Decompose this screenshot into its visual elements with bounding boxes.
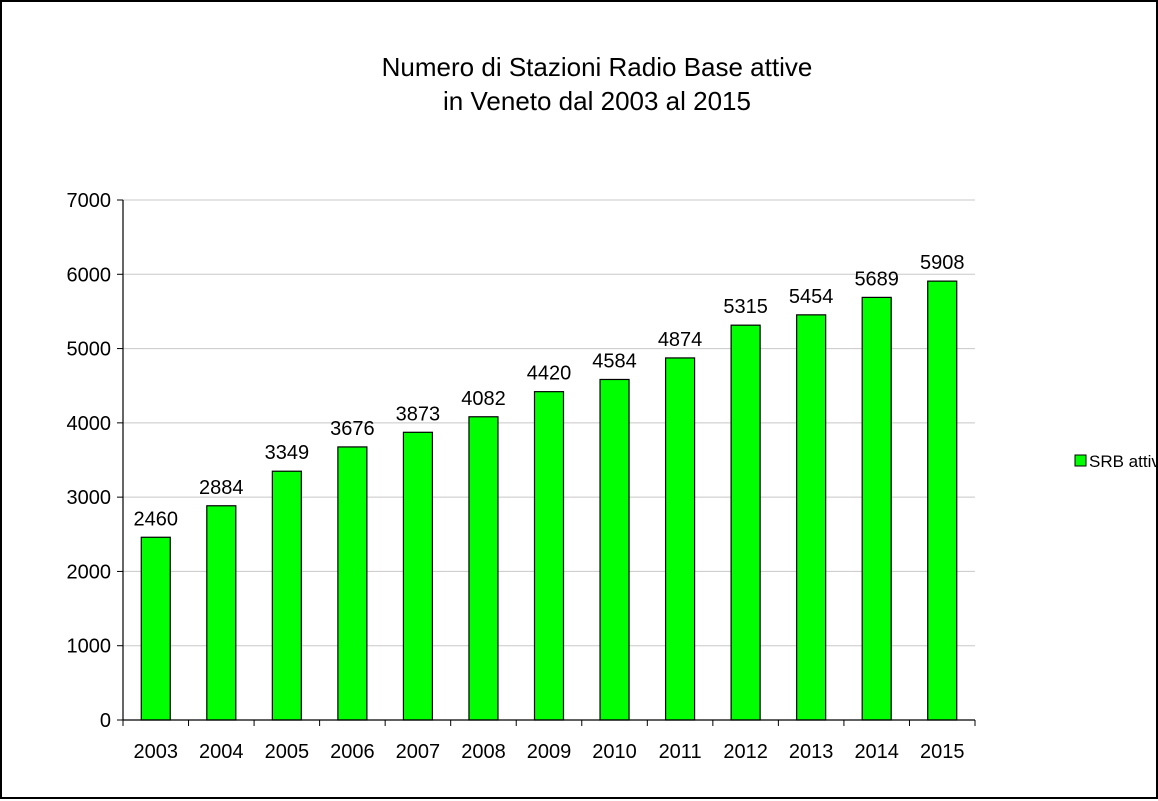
axes — [122, 200, 976, 726]
data-label: 4082 — [461, 388, 506, 410]
y-tick-label: 5000 — [67, 339, 112, 361]
chart-subtitle: in Veneto dal 2003 al 2015 — [443, 86, 751, 116]
bars — [140, 280, 958, 721]
data-label: 5454 — [789, 286, 834, 308]
chart-title: Numero di Stazioni Radio Base attive — [382, 52, 813, 82]
bar — [599, 378, 630, 721]
y-tick-label: 6000 — [67, 264, 112, 286]
legend-label: SRB attive — [1089, 452, 1158, 471]
data-label: 3676 — [330, 418, 375, 440]
bar — [533, 391, 565, 721]
x-tick-label: 2005 — [265, 741, 310, 763]
x-tick-label: 2009 — [527, 741, 572, 763]
x-tick-label: 2008 — [461, 741, 506, 763]
bar — [730, 324, 761, 721]
x-tick-label: 2012 — [723, 741, 768, 763]
y-tick-label: 7000 — [67, 190, 112, 212]
data-label: 2460 — [134, 508, 179, 530]
data-label: 3873 — [396, 403, 441, 425]
data-label: 4420 — [527, 363, 572, 385]
x-tick-label: 2013 — [789, 741, 834, 763]
x-axis-ticks: 2003 2004 2005 2006 2007 2008 2009 2010 2011 2012… — [134, 741, 965, 763]
x-tick-label: 2010 — [592, 741, 637, 763]
data-label: 4874 — [658, 329, 703, 351]
bar — [664, 357, 696, 721]
legend-swatch — [1074, 454, 1087, 467]
y-tick-label: 2000 — [67, 561, 112, 583]
x-tick-label: 2007 — [396, 741, 441, 763]
y-tick-label: 3000 — [67, 487, 112, 509]
y-tick-label: 1000 — [67, 636, 112, 658]
bar — [271, 470, 302, 721]
x-tick-label: 2011 — [659, 741, 702, 763]
x-tick-label: 2014 — [854, 741, 899, 763]
x-tick-label: 2015 — [920, 741, 965, 763]
x-tick-label: 2003 — [134, 741, 179, 763]
x-tick-label: 2004 — [199, 741, 244, 763]
bar — [337, 446, 368, 721]
bar — [206, 505, 237, 721]
bar — [861, 296, 892, 721]
data-label: 3349 — [265, 442, 310, 464]
x-tick-label: 2006 — [330, 741, 375, 763]
data-label: 5315 — [723, 296, 768, 318]
data-labels: 2460 2884 3349 3676 3873 4082 4420 4584 4874 5315… — [134, 252, 965, 530]
bar — [927, 280, 958, 721]
y-tick-label: 4000 — [67, 413, 112, 435]
bar — [140, 536, 171, 721]
bar — [796, 314, 827, 721]
legend: SRB attive — [1074, 452, 1158, 471]
data-label: 5689 — [854, 268, 899, 290]
y-tick-label: 0 — [100, 710, 111, 732]
data-label: 5908 — [920, 252, 965, 274]
data-label: 2884 — [199, 477, 244, 499]
bar — [402, 431, 434, 721]
y-axis-ticks: 0 1000 2000 3000 4000 5000 6000 7000 — [67, 190, 123, 732]
data-label: 4584 — [592, 350, 637, 372]
bar — [468, 416, 499, 721]
